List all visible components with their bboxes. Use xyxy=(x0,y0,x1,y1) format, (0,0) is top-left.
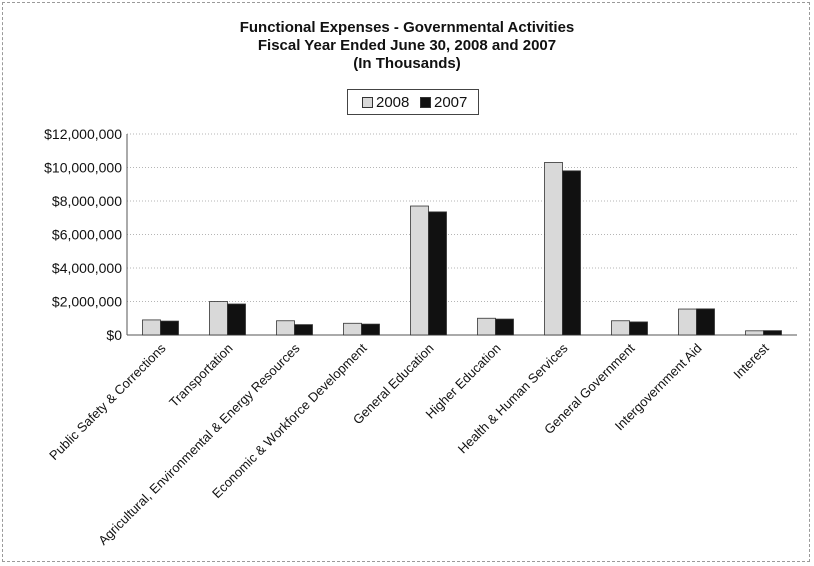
bar-2008 xyxy=(745,330,764,336)
chart-subtitle-units: (In Thousands) xyxy=(353,55,461,72)
bar-2007 xyxy=(696,308,715,336)
bar-2007 xyxy=(294,324,313,336)
x-tick-label: Economic & Workforce Development xyxy=(209,340,370,501)
bar-2007 xyxy=(428,211,447,336)
x-tick-label: Interest xyxy=(730,340,772,382)
bar-2007 xyxy=(227,303,246,336)
bar-2007 xyxy=(495,318,514,336)
bar-2008 xyxy=(142,319,161,336)
y-tick-label: $2,000,000 xyxy=(52,294,122,310)
bar-2008 xyxy=(477,317,496,336)
chart-subtitle: Fiscal Year Ended June 30, 2008 and 2007 xyxy=(257,37,557,54)
bar-2008 xyxy=(544,162,563,336)
y-tick-label: $0 xyxy=(106,327,122,343)
bar-2008 xyxy=(611,320,630,336)
bar-2008 xyxy=(678,308,697,336)
chart-legend: 2008 2007 xyxy=(347,89,479,115)
x-tick-label: Public Safety & Corrections xyxy=(46,340,169,463)
bar-2008 xyxy=(343,322,362,336)
x-tick-label: Health & Human Services xyxy=(455,340,571,456)
bar-2008 xyxy=(209,301,228,336)
bar-2008 xyxy=(276,320,295,336)
y-tick-label: $6,000,000 xyxy=(52,227,122,243)
y-tick-label: $10,000,000 xyxy=(44,160,122,176)
bar-2007 xyxy=(562,170,581,336)
x-tick-label: Transportation xyxy=(166,341,236,411)
legend-label-2008: 2008 xyxy=(376,94,410,111)
bar-2007 xyxy=(160,320,179,336)
y-tick-label: $12,000,000 xyxy=(44,126,122,142)
bar-2007 xyxy=(629,321,648,336)
y-tick-label: $4,000,000 xyxy=(52,260,122,276)
legend-label-2007: 2007 xyxy=(434,94,468,111)
legend-swatch-2007 xyxy=(420,97,431,108)
bar-2007 xyxy=(763,330,782,336)
bar-2007 xyxy=(361,323,380,336)
chart-title: Functional Expenses - Governmental Activ… xyxy=(239,19,575,36)
y-tick-label: $8,000,000 xyxy=(52,193,122,209)
legend-swatch-2008 xyxy=(362,97,373,108)
bar-2008 xyxy=(410,205,429,336)
